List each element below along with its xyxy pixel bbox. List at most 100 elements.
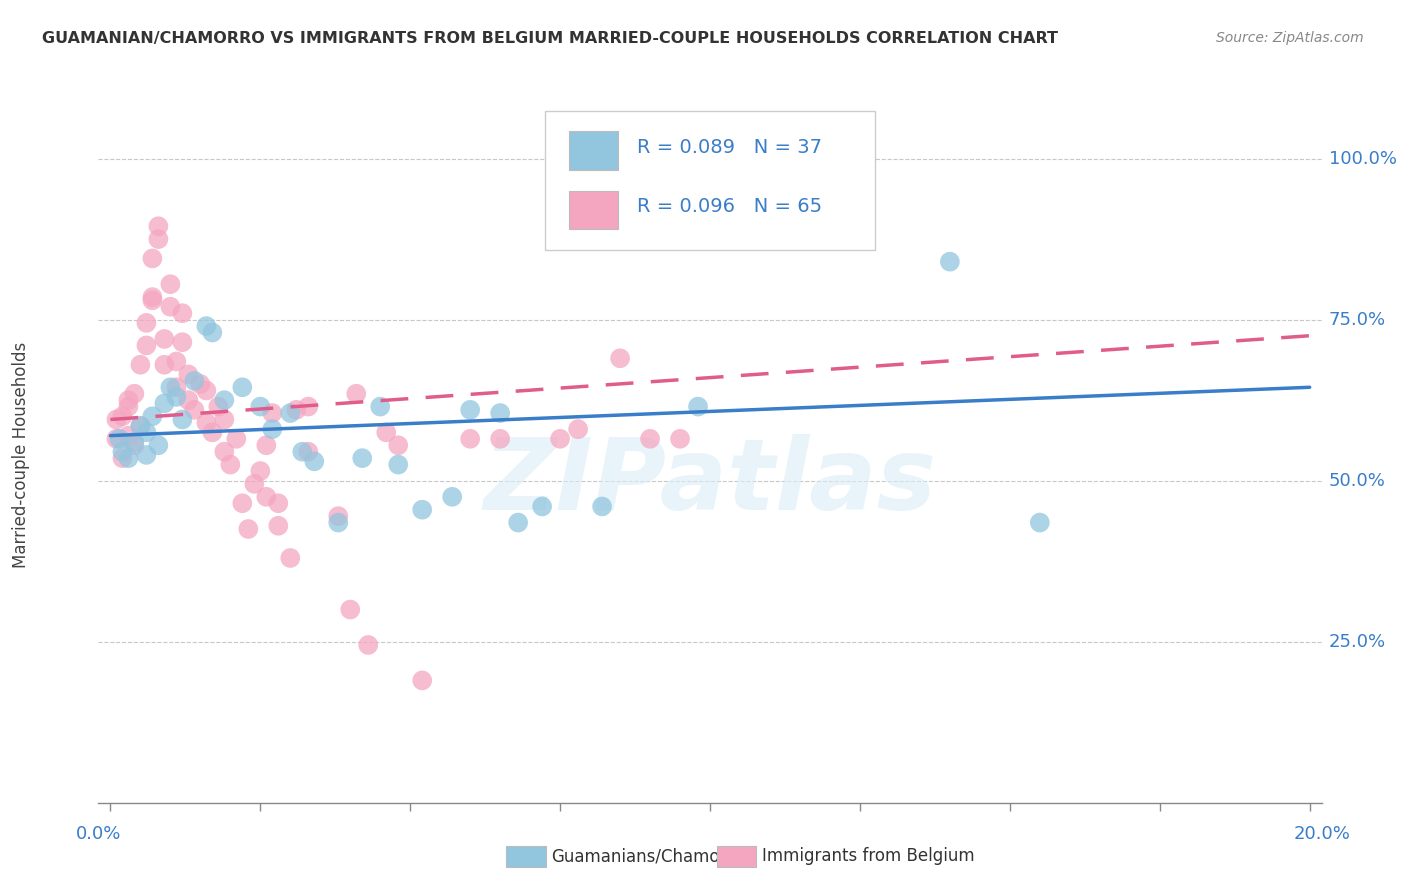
Point: [141, 252, 163, 266]
Point: [231, 380, 253, 394]
Point: [249, 400, 271, 414]
Point: [357, 638, 380, 652]
Point: [129, 419, 152, 434]
Text: 20.0%: 20.0%: [1294, 825, 1350, 843]
Text: Immigrants from Belgium: Immigrants from Belgium: [762, 847, 974, 865]
Text: Guamanians/Chamorros: Guamanians/Chamorros: [551, 847, 752, 865]
Point: [124, 438, 146, 452]
Point: [117, 400, 139, 414]
Point: [508, 516, 530, 530]
Point: [387, 458, 409, 472]
Point: [177, 393, 200, 408]
Point: [368, 400, 391, 414]
Point: [177, 368, 200, 382]
Point: [135, 316, 157, 330]
Text: Source: ZipAtlas.com: Source: ZipAtlas.com: [1216, 31, 1364, 45]
Point: [141, 290, 163, 304]
Point: [278, 406, 301, 420]
Point: [135, 448, 157, 462]
Point: [328, 509, 350, 524]
Point: [243, 476, 266, 491]
Point: [411, 502, 433, 516]
Point: [207, 400, 229, 414]
Point: [105, 432, 128, 446]
Point: [148, 438, 170, 452]
Point: [352, 451, 374, 466]
FancyBboxPatch shape: [569, 191, 619, 229]
Text: ZIPatlas: ZIPatlas: [484, 434, 936, 532]
Point: [387, 438, 409, 452]
Point: [172, 335, 194, 350]
FancyBboxPatch shape: [569, 131, 619, 169]
Point: [548, 432, 571, 446]
Text: R = 0.089   N = 37: R = 0.089 N = 37: [637, 138, 821, 157]
Point: [441, 490, 464, 504]
Point: [225, 432, 247, 446]
Point: [172, 306, 194, 320]
Point: [153, 396, 176, 410]
Point: [254, 438, 277, 452]
Point: [165, 390, 187, 404]
Point: [285, 402, 308, 417]
Point: [159, 380, 181, 394]
Point: [195, 416, 218, 430]
Point: [124, 386, 146, 401]
Point: [111, 444, 134, 458]
Point: [411, 673, 433, 688]
Point: [297, 444, 319, 458]
Point: [297, 400, 319, 414]
Point: [135, 338, 157, 352]
Point: [344, 386, 367, 401]
Point: [219, 458, 242, 472]
Point: [1029, 516, 1052, 530]
Point: [214, 412, 236, 426]
Point: [939, 254, 962, 268]
Text: 50.0%: 50.0%: [1329, 472, 1385, 490]
Point: [148, 232, 170, 246]
Point: [291, 444, 314, 458]
Text: Married-couple Households: Married-couple Households: [13, 342, 30, 568]
Point: [531, 500, 554, 514]
Text: 75.0%: 75.0%: [1329, 310, 1386, 328]
Point: [135, 425, 157, 440]
Point: [159, 277, 181, 292]
Point: [231, 496, 253, 510]
Point: [141, 409, 163, 424]
Point: [153, 358, 176, 372]
Point: [238, 522, 260, 536]
Point: [278, 551, 301, 566]
Point: [141, 293, 163, 308]
Point: [117, 451, 139, 466]
Point: [686, 400, 709, 414]
Point: [489, 432, 512, 446]
Point: [489, 406, 512, 420]
Point: [339, 602, 361, 616]
Point: [591, 500, 613, 514]
Point: [105, 412, 128, 426]
Text: 100.0%: 100.0%: [1329, 150, 1396, 168]
Point: [609, 351, 631, 366]
Text: 0.0%: 0.0%: [76, 825, 121, 843]
Point: [165, 380, 187, 394]
Point: [214, 393, 236, 408]
Point: [148, 219, 170, 234]
Point: [214, 444, 236, 458]
Point: [153, 332, 176, 346]
Point: [129, 419, 152, 434]
Point: [165, 354, 187, 368]
FancyBboxPatch shape: [546, 111, 875, 250]
Point: [124, 435, 146, 450]
Point: [111, 451, 134, 466]
Point: [458, 402, 481, 417]
Text: R = 0.096   N = 65: R = 0.096 N = 65: [637, 197, 821, 216]
Point: [188, 377, 211, 392]
Point: [249, 464, 271, 478]
Point: [108, 432, 131, 446]
Point: [267, 518, 290, 533]
Point: [458, 432, 481, 446]
Point: [567, 422, 589, 436]
Point: [195, 319, 218, 334]
Point: [159, 300, 181, 314]
Point: [262, 406, 284, 420]
Point: [172, 412, 194, 426]
